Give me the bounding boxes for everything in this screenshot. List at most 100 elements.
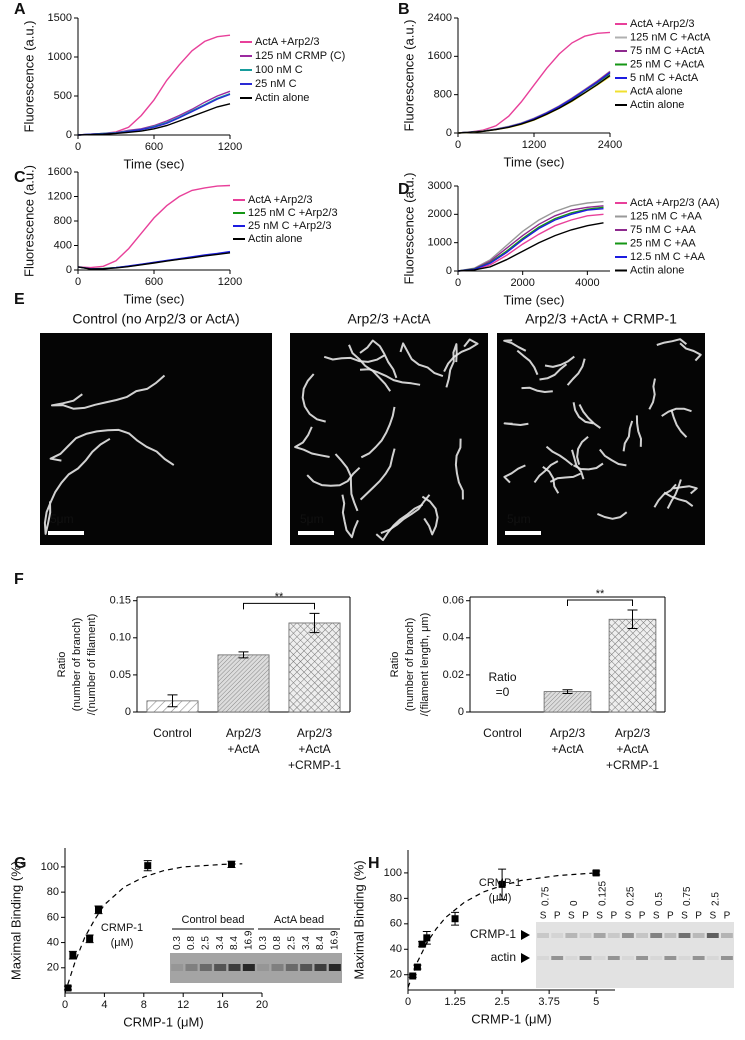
x-tick-label: 2.5 bbox=[494, 996, 509, 1008]
filament bbox=[656, 338, 688, 346]
filament bbox=[359, 339, 398, 379]
series-line bbox=[77, 184, 231, 269]
gel-band bbox=[664, 933, 677, 938]
category-label: Control bbox=[483, 726, 522, 740]
fraction-label: P bbox=[724, 911, 731, 922]
y-tick-label: 2400 bbox=[428, 12, 452, 24]
filament bbox=[597, 511, 628, 520]
lane-label: 0.75 bbox=[682, 886, 693, 906]
gel bbox=[170, 953, 342, 983]
filament bbox=[566, 358, 586, 386]
gel-band bbox=[720, 933, 733, 938]
y-axis-title: Ratio bbox=[389, 652, 401, 678]
filament bbox=[635, 415, 642, 447]
gel-band bbox=[607, 956, 620, 960]
lane-label: 16.9 bbox=[243, 930, 254, 950]
fraction-label: S bbox=[625, 911, 632, 922]
panel-label: A bbox=[14, 1, 26, 18]
scale-label: 5μm bbox=[300, 512, 324, 526]
point bbox=[413, 963, 421, 971]
filament bbox=[666, 479, 682, 509]
legend-label: ActA +Arp2/3 bbox=[248, 194, 313, 206]
filament bbox=[670, 409, 688, 438]
x-tick-label: 2400 bbox=[598, 139, 622, 151]
filament bbox=[294, 426, 330, 458]
x-axis-title: Time (sec) bbox=[124, 291, 185, 306]
x-tick-label: 4000 bbox=[575, 277, 599, 289]
legend-label: ActA +Arp2/3 (AA) bbox=[630, 197, 720, 209]
inset-title: CRMP-1 bbox=[479, 877, 521, 889]
inset-unit: (μM) bbox=[489, 892, 512, 904]
point bbox=[144, 862, 152, 870]
filament bbox=[539, 363, 568, 381]
x-tick-label: 4 bbox=[101, 999, 107, 1011]
y-tick-label: 800 bbox=[54, 215, 72, 227]
filament bbox=[49, 428, 175, 466]
lane-label: 16.9 bbox=[329, 930, 340, 950]
filament bbox=[542, 465, 560, 494]
y-axis-title: Fluorescence (a.u.) bbox=[401, 20, 416, 132]
y-axis-title: Maximal Binding (%) bbox=[8, 861, 23, 980]
x-axis-title: CRMP-1 (μM) bbox=[123, 1014, 203, 1029]
gel-band bbox=[565, 933, 578, 938]
gel-band bbox=[257, 964, 270, 971]
filament bbox=[360, 406, 396, 459]
gel-band bbox=[328, 964, 341, 971]
x-axis-title: Time (sec) bbox=[504, 154, 565, 169]
gel-band bbox=[300, 964, 313, 971]
y-tick-label: 0.02 bbox=[443, 669, 464, 681]
scale-label: 5μm bbox=[50, 512, 74, 526]
image-title: Arp2/3 +ActA bbox=[348, 311, 432, 327]
gel-band bbox=[692, 933, 705, 938]
y-tick-label: 20 bbox=[47, 962, 59, 974]
scale-bar bbox=[505, 531, 541, 535]
gel-band bbox=[664, 956, 677, 960]
filament bbox=[663, 491, 694, 507]
panel-label: H bbox=[368, 855, 380, 872]
filament bbox=[503, 339, 527, 352]
category-label: Arp2/3 bbox=[297, 726, 333, 740]
point bbox=[409, 972, 417, 980]
filament bbox=[679, 342, 702, 362]
legend-label: 125 nM C +ActA bbox=[630, 31, 711, 43]
band-arrow bbox=[521, 930, 530, 940]
y-tick-label: 80 bbox=[390, 892, 402, 904]
filament bbox=[648, 378, 656, 410]
point bbox=[423, 934, 431, 942]
annotation: =0 bbox=[496, 685, 510, 699]
y-axis-title: Ratio bbox=[56, 652, 68, 678]
fraction-label: S bbox=[540, 911, 547, 922]
legend-label: 125 nM CRMP (C) bbox=[255, 50, 345, 62]
significance-bracket bbox=[567, 599, 633, 606]
significance-label: ** bbox=[596, 588, 605, 600]
error-bar bbox=[238, 651, 249, 659]
filament bbox=[301, 373, 326, 423]
fraction-label: S bbox=[681, 911, 688, 922]
error-bar bbox=[167, 694, 178, 708]
gel-group-label: ActA bead bbox=[274, 914, 324, 926]
y-tick-label: 1000 bbox=[48, 51, 72, 63]
error-bar bbox=[309, 612, 320, 634]
filament bbox=[375, 503, 424, 542]
filament bbox=[673, 485, 698, 495]
significance-label: ** bbox=[275, 591, 284, 603]
series-line bbox=[457, 70, 611, 134]
y-tick-label: 1600 bbox=[428, 50, 452, 62]
series-line bbox=[457, 200, 604, 272]
category-label: +ActA bbox=[551, 742, 583, 756]
x-tick-label: 0 bbox=[455, 139, 461, 151]
legend-label: ActA +Arp2/3 bbox=[255, 36, 320, 48]
filament bbox=[359, 448, 396, 501]
filament bbox=[334, 453, 359, 512]
gel-band bbox=[706, 933, 719, 938]
y-tick-label: 100 bbox=[41, 861, 59, 873]
gel-band bbox=[565, 956, 578, 960]
panel-label: B bbox=[398, 1, 410, 18]
bar bbox=[608, 618, 657, 713]
gel-band bbox=[185, 964, 198, 971]
gel-group-label: Control bead bbox=[182, 914, 245, 926]
fraction-label: P bbox=[582, 911, 589, 922]
filament bbox=[661, 407, 692, 417]
scale-label: 5μm bbox=[507, 512, 531, 526]
lane-label: 3.4 bbox=[301, 936, 312, 950]
